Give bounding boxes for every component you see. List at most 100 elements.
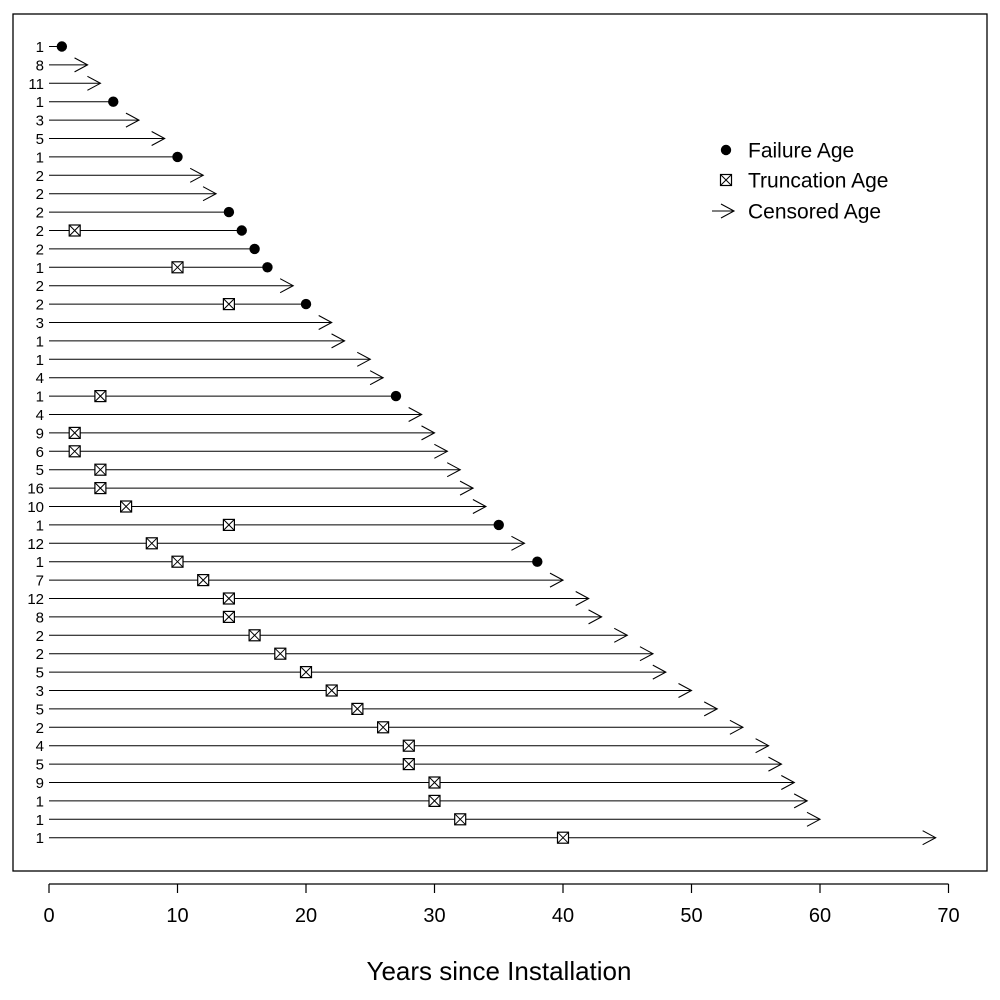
- legend-item: Truncation Age: [719, 170, 888, 193]
- failure-marker: [390, 390, 402, 402]
- row-count-label: 1: [36, 389, 44, 406]
- event-row: 9: [36, 425, 436, 442]
- truncation-marker: [454, 813, 467, 826]
- row-count-label: 1: [36, 260, 44, 277]
- row-count-label: 2: [36, 278, 44, 295]
- censored-arrow: [793, 793, 809, 809]
- event-row: 8: [36, 609, 603, 626]
- event-row: 1: [36, 39, 68, 56]
- event-row: 3: [36, 683, 693, 700]
- censored-arrow: [768, 756, 783, 772]
- truncation-marker: [556, 831, 570, 844]
- event-row: 5: [36, 701, 719, 718]
- censored-arrow: [613, 627, 629, 643]
- censored-arrow: [421, 425, 436, 441]
- row-count-label: 2: [36, 628, 44, 645]
- event-row: 11: [28, 75, 102, 93]
- truncation-marker: [428, 794, 441, 808]
- row-count-label: 11: [28, 76, 44, 93]
- truncation-marker: [222, 610, 235, 624]
- censored-arrow: [202, 186, 218, 202]
- event-row: 1: [36, 149, 183, 166]
- failure-marker: [108, 96, 119, 107]
- failure-marker: [236, 225, 247, 236]
- event-row: 3: [36, 113, 141, 130]
- failure-marker: [56, 41, 68, 52]
- x-tick-label: 60: [809, 905, 831, 927]
- row-count-label: 9: [36, 425, 44, 442]
- censored-arrow: [446, 462, 462, 478]
- row-count-label: 1: [36, 812, 44, 829]
- row-count-label: 1: [36, 554, 44, 571]
- legend-failure-marker: [720, 144, 732, 156]
- truncation-marker: [145, 537, 158, 550]
- failure-marker: [532, 556, 543, 567]
- x-tick-label: 0: [43, 905, 54, 927]
- censored-arrow: [356, 351, 372, 367]
- failure-marker: [493, 519, 504, 531]
- event-row: 5: [36, 665, 667, 682]
- censored-arrow: [472, 499, 488, 514]
- truncation-marker: [68, 426, 81, 439]
- row-count-label: 2: [36, 168, 44, 185]
- row-count-label: 7: [36, 573, 44, 590]
- censored-arrow: [279, 278, 295, 294]
- legend-label: Failure Age: [748, 140, 854, 163]
- censored-arrow: [703, 701, 719, 717]
- row-count-label: 2: [36, 205, 44, 222]
- legend: Failure Age Truncation Age Censored Age: [712, 140, 888, 224]
- event-row: 6: [36, 444, 449, 461]
- censored-arrow: [331, 333, 346, 349]
- row-count-label: 1: [36, 517, 44, 534]
- row-count-label: 5: [36, 131, 44, 148]
- row-count-label: 1: [36, 149, 44, 166]
- truncation-marker: [402, 757, 415, 771]
- failure-marker: [300, 298, 312, 310]
- event-row: 4: [36, 370, 385, 387]
- event-row: 4: [36, 407, 423, 424]
- row-count-label: 9: [36, 775, 44, 792]
- row-count-label: 1: [36, 39, 44, 56]
- event-row: 1: [36, 517, 504, 534]
- event-row: 10: [27, 499, 488, 516]
- censored-arrow: [189, 167, 205, 183]
- event-row: 1: [36, 554, 543, 571]
- event-row: 3: [36, 315, 333, 332]
- row-count-label: 1: [36, 352, 44, 369]
- event-row: 1: [36, 94, 119, 111]
- truncation-marker: [222, 592, 235, 605]
- row-count-label: 3: [36, 315, 44, 332]
- event-row: 12: [27, 591, 590, 608]
- row-count-label: 5: [36, 701, 44, 718]
- row-count-label: 6: [36, 444, 44, 461]
- censored-arrow: [87, 75, 102, 91]
- truncation-marker: [402, 739, 415, 752]
- censored-arrow: [74, 57, 89, 73]
- censored-arrow: [639, 646, 655, 662]
- x-tick-label: 20: [295, 905, 317, 927]
- row-count-label: 1: [36, 793, 44, 810]
- x-tick-label: 40: [552, 905, 574, 927]
- rows-layer: 1811135122222122311414965161011217128225…: [27, 39, 937, 847]
- censored-arrow: [549, 572, 565, 588]
- event-row: 16: [27, 481, 475, 498]
- event-row: 2: [36, 186, 218, 203]
- row-count-label: 8: [36, 609, 44, 626]
- failure-marker: [223, 206, 235, 218]
- row-count-label: 1: [36, 94, 44, 111]
- legend-item: Censored Age: [712, 201, 881, 224]
- row-count-label: 4: [36, 738, 44, 755]
- censored-arrow: [588, 609, 603, 625]
- truncation-marker: [94, 482, 107, 495]
- row-count-label: 12: [27, 536, 44, 553]
- row-count-label: 10: [27, 499, 44, 516]
- censored-arrow: [755, 738, 770, 754]
- event-row: 2: [36, 167, 205, 185]
- event-row: 4: [36, 738, 770, 755]
- event-row: 1: [36, 793, 809, 810]
- censored-arrow: [922, 830, 937, 846]
- x-tick-label: 30: [423, 905, 445, 927]
- event-row: 1: [36, 812, 822, 829]
- row-count-label: 5: [36, 757, 44, 774]
